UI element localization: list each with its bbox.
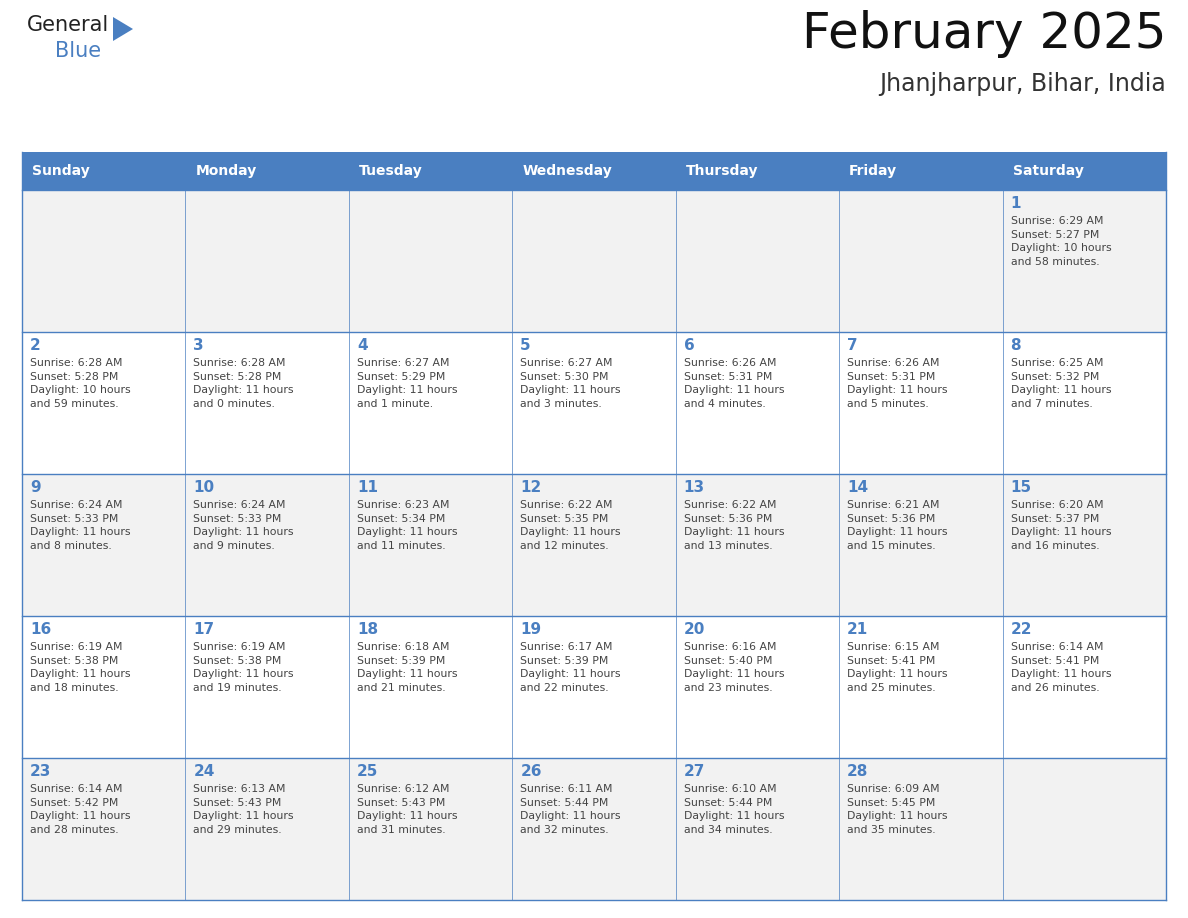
Text: Blue: Blue: [55, 41, 101, 61]
Text: 4: 4: [356, 338, 367, 353]
Text: Sunrise: 6:26 AM
Sunset: 5:31 PM
Daylight: 11 hours
and 4 minutes.: Sunrise: 6:26 AM Sunset: 5:31 PM Dayligh…: [684, 358, 784, 409]
Text: Sunrise: 6:14 AM
Sunset: 5:42 PM
Daylight: 11 hours
and 28 minutes.: Sunrise: 6:14 AM Sunset: 5:42 PM Dayligh…: [30, 784, 131, 834]
Text: 1: 1: [1011, 196, 1020, 211]
Text: Sunrise: 6:22 AM
Sunset: 5:35 PM
Daylight: 11 hours
and 12 minutes.: Sunrise: 6:22 AM Sunset: 5:35 PM Dayligh…: [520, 500, 621, 551]
Text: Jhanjharpur, Bihar, India: Jhanjharpur, Bihar, India: [879, 72, 1165, 96]
Text: Sunrise: 6:23 AM
Sunset: 5:34 PM
Daylight: 11 hours
and 11 minutes.: Sunrise: 6:23 AM Sunset: 5:34 PM Dayligh…: [356, 500, 457, 551]
Text: 21: 21: [847, 622, 868, 637]
Text: Monday: Monday: [196, 164, 257, 178]
Text: Sunrise: 6:09 AM
Sunset: 5:45 PM
Daylight: 11 hours
and 35 minutes.: Sunrise: 6:09 AM Sunset: 5:45 PM Dayligh…: [847, 784, 948, 834]
Text: Sunrise: 6:27 AM
Sunset: 5:29 PM
Daylight: 11 hours
and 1 minute.: Sunrise: 6:27 AM Sunset: 5:29 PM Dayligh…: [356, 358, 457, 409]
Text: 27: 27: [684, 764, 706, 779]
Text: Sunrise: 6:28 AM
Sunset: 5:28 PM
Daylight: 10 hours
and 59 minutes.: Sunrise: 6:28 AM Sunset: 5:28 PM Dayligh…: [30, 358, 131, 409]
Text: 12: 12: [520, 480, 542, 495]
Text: Sunrise: 6:18 AM
Sunset: 5:39 PM
Daylight: 11 hours
and 21 minutes.: Sunrise: 6:18 AM Sunset: 5:39 PM Dayligh…: [356, 642, 457, 693]
Polygon shape: [113, 17, 133, 41]
Text: Sunrise: 6:10 AM
Sunset: 5:44 PM
Daylight: 11 hours
and 34 minutes.: Sunrise: 6:10 AM Sunset: 5:44 PM Dayligh…: [684, 784, 784, 834]
Text: 16: 16: [30, 622, 51, 637]
Text: 19: 19: [520, 622, 542, 637]
Text: 25: 25: [356, 764, 378, 779]
Bar: [23, 758, 1165, 900]
Text: 20: 20: [684, 622, 706, 637]
Text: Sunrise: 6:14 AM
Sunset: 5:41 PM
Daylight: 11 hours
and 26 minutes.: Sunrise: 6:14 AM Sunset: 5:41 PM Dayligh…: [1011, 642, 1111, 693]
Text: 17: 17: [194, 622, 215, 637]
Text: Sunrise: 6:22 AM
Sunset: 5:36 PM
Daylight: 11 hours
and 13 minutes.: Sunrise: 6:22 AM Sunset: 5:36 PM Dayligh…: [684, 500, 784, 551]
Text: 15: 15: [1011, 480, 1031, 495]
Text: Sunrise: 6:20 AM
Sunset: 5:37 PM
Daylight: 11 hours
and 16 minutes.: Sunrise: 6:20 AM Sunset: 5:37 PM Dayligh…: [1011, 500, 1111, 551]
Bar: [23, 190, 1165, 332]
Text: 8: 8: [1011, 338, 1022, 353]
Text: Sunrise: 6:24 AM
Sunset: 5:33 PM
Daylight: 11 hours
and 9 minutes.: Sunrise: 6:24 AM Sunset: 5:33 PM Dayligh…: [194, 500, 293, 551]
Text: Sunrise: 6:11 AM
Sunset: 5:44 PM
Daylight: 11 hours
and 32 minutes.: Sunrise: 6:11 AM Sunset: 5:44 PM Dayligh…: [520, 784, 621, 834]
Text: 26: 26: [520, 764, 542, 779]
Text: 13: 13: [684, 480, 704, 495]
Text: 23: 23: [30, 764, 51, 779]
Text: Sunrise: 6:17 AM
Sunset: 5:39 PM
Daylight: 11 hours
and 22 minutes.: Sunrise: 6:17 AM Sunset: 5:39 PM Dayligh…: [520, 642, 621, 693]
Text: Sunrise: 6:26 AM
Sunset: 5:31 PM
Daylight: 11 hours
and 5 minutes.: Sunrise: 6:26 AM Sunset: 5:31 PM Dayligh…: [847, 358, 948, 409]
Text: Saturday: Saturday: [1012, 164, 1083, 178]
Text: Sunday: Sunday: [32, 164, 90, 178]
Text: Sunrise: 6:19 AM
Sunset: 5:38 PM
Daylight: 11 hours
and 18 minutes.: Sunrise: 6:19 AM Sunset: 5:38 PM Dayligh…: [30, 642, 131, 693]
Text: 10: 10: [194, 480, 215, 495]
Text: Sunrise: 6:21 AM
Sunset: 5:36 PM
Daylight: 11 hours
and 15 minutes.: Sunrise: 6:21 AM Sunset: 5:36 PM Dayligh…: [847, 500, 948, 551]
Text: Sunrise: 6:25 AM
Sunset: 5:32 PM
Daylight: 11 hours
and 7 minutes.: Sunrise: 6:25 AM Sunset: 5:32 PM Dayligh…: [1011, 358, 1111, 409]
Text: Sunrise: 6:19 AM
Sunset: 5:38 PM
Daylight: 11 hours
and 19 minutes.: Sunrise: 6:19 AM Sunset: 5:38 PM Dayligh…: [194, 642, 293, 693]
Text: 9: 9: [30, 480, 40, 495]
Text: 3: 3: [194, 338, 204, 353]
Text: 18: 18: [356, 622, 378, 637]
Text: 6: 6: [684, 338, 695, 353]
Text: Sunrise: 6:16 AM
Sunset: 5:40 PM
Daylight: 11 hours
and 23 minutes.: Sunrise: 6:16 AM Sunset: 5:40 PM Dayligh…: [684, 642, 784, 693]
Text: Wednesday: Wednesday: [523, 164, 612, 178]
Text: Sunrise: 6:29 AM
Sunset: 5:27 PM
Daylight: 10 hours
and 58 minutes.: Sunrise: 6:29 AM Sunset: 5:27 PM Dayligh…: [1011, 216, 1111, 267]
Text: Friday: Friday: [849, 164, 897, 178]
Text: Sunrise: 6:24 AM
Sunset: 5:33 PM
Daylight: 11 hours
and 8 minutes.: Sunrise: 6:24 AM Sunset: 5:33 PM Dayligh…: [30, 500, 131, 551]
Bar: [23, 474, 1165, 616]
Text: 28: 28: [847, 764, 868, 779]
Text: Sunrise: 6:12 AM
Sunset: 5:43 PM
Daylight: 11 hours
and 31 minutes.: Sunrise: 6:12 AM Sunset: 5:43 PM Dayligh…: [356, 784, 457, 834]
Text: 24: 24: [194, 764, 215, 779]
Text: 2: 2: [30, 338, 40, 353]
Text: Tuesday: Tuesday: [359, 164, 423, 178]
Text: General: General: [27, 15, 109, 35]
Bar: [23, 332, 1165, 474]
Text: February 2025: February 2025: [802, 10, 1165, 58]
Bar: [23, 152, 1165, 190]
Text: 5: 5: [520, 338, 531, 353]
Text: 14: 14: [847, 480, 868, 495]
Text: Sunrise: 6:15 AM
Sunset: 5:41 PM
Daylight: 11 hours
and 25 minutes.: Sunrise: 6:15 AM Sunset: 5:41 PM Dayligh…: [847, 642, 948, 693]
Text: Thursday: Thursday: [685, 164, 758, 178]
Text: 7: 7: [847, 338, 858, 353]
Text: Sunrise: 6:28 AM
Sunset: 5:28 PM
Daylight: 11 hours
and 0 minutes.: Sunrise: 6:28 AM Sunset: 5:28 PM Dayligh…: [194, 358, 293, 409]
Text: Sunrise: 6:27 AM
Sunset: 5:30 PM
Daylight: 11 hours
and 3 minutes.: Sunrise: 6:27 AM Sunset: 5:30 PM Dayligh…: [520, 358, 621, 409]
Text: 22: 22: [1011, 622, 1032, 637]
Bar: [23, 616, 1165, 758]
Text: 11: 11: [356, 480, 378, 495]
Text: Sunrise: 6:13 AM
Sunset: 5:43 PM
Daylight: 11 hours
and 29 minutes.: Sunrise: 6:13 AM Sunset: 5:43 PM Dayligh…: [194, 784, 293, 834]
